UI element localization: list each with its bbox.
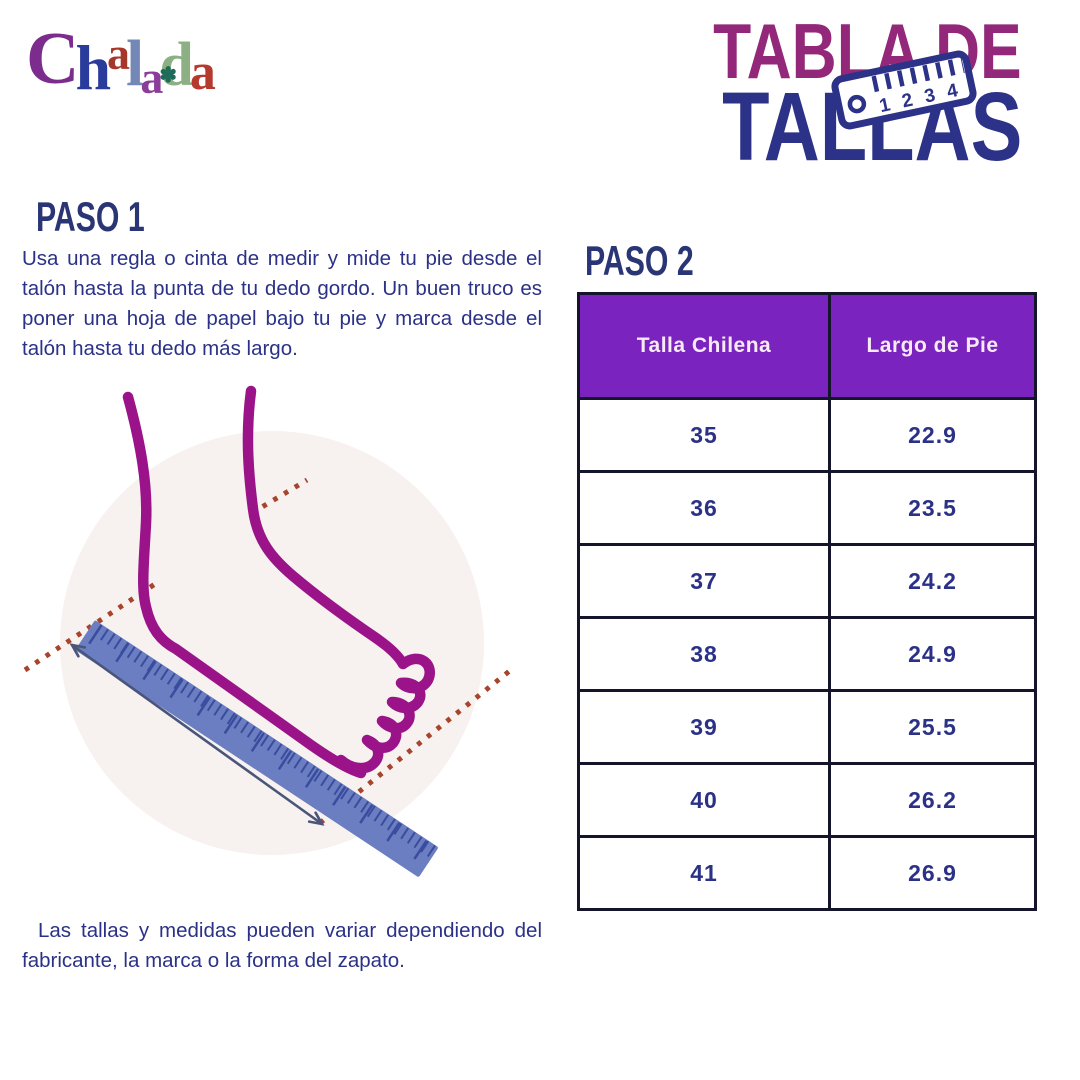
ankle-dotted-line [250,477,309,516]
size-table-cell: 36 [577,470,831,546]
size-table-cell: 26.2 [828,762,1037,838]
size-table-row: 39 25.5 [577,689,1037,765]
tape-number: 2 [900,90,915,113]
size-table-cell: 38 [577,616,831,692]
size-table-row: 36 23.5 [577,470,1037,546]
foot-measurement-illustration [23,385,514,877]
logo-letter: a [107,28,130,79]
tape-number: 3 [923,85,938,108]
size-table-row: 37 24.2 [577,543,1037,619]
size-table-cell: 24.2 [828,543,1037,619]
ruler-major-ticks [88,624,436,865]
logo-letter: a [140,52,163,103]
footnote: Las tallas y medidas pueden variar depen… [22,919,542,972]
logo-flower-icon: ✽ [159,63,177,87]
tape-hole [847,94,867,114]
logo-letter: C [26,18,79,100]
tape-number: 4 [945,80,960,103]
column-header-talla-chilena: Talla Chilena [577,292,831,400]
foot-front-and-toes [242,385,435,774]
size-table-cell: 24.9 [828,616,1037,692]
size-table-cell: 23.5 [828,470,1037,546]
ruler-body [75,620,438,877]
size-table-row: 40 26.2 [577,762,1037,838]
size-table-cell: 25.5 [828,689,1037,765]
size-table-cell: 41 [577,835,831,911]
paso1-heading: PASO 1 [36,193,145,240]
logo-letter: a [189,44,216,101]
size-table-cell: 40 [577,762,831,838]
paso1-instructions: Usa una regla o cinta de medir y mide tu… [22,247,542,360]
ruler-minor-ticks [93,624,436,857]
size-table-cell: 37 [577,543,831,619]
size-table-cell: 22.9 [828,397,1037,473]
size-table-cell: 26.9 [828,835,1037,911]
measuring-tape-icon: 1 2 3 4 [829,48,980,132]
size-table: Talla Chilena Largo de Pie 35 22.9 36 23.5 3… [577,292,1037,911]
column-header-largo-de-pie: Largo de Pie [828,292,1037,400]
size-table-cell: 35 [577,397,831,473]
paso2-heading: PASO 2 [585,237,694,284]
size-table-cell: 39 [577,689,831,765]
foot-outline [122,385,435,779]
tape-ticks [871,57,965,93]
logo-letter: d ✽ [159,31,194,99]
logo-letter: l [126,27,144,100]
ruler [75,620,438,877]
tape-number: 1 [878,94,893,117]
size-table-header-row: Talla Chilena Largo de Pie [577,292,1037,400]
heel-dotted-line [23,579,160,673]
foot-back-and-sole [122,391,367,779]
size-table-row: 41 26.9 [577,835,1037,911]
measurement-arrow [69,643,325,826]
logo-letter: h [75,32,111,103]
size-table-row: 35 22.9 [577,397,1037,473]
size-table-row: 38 24.9 [577,616,1037,692]
